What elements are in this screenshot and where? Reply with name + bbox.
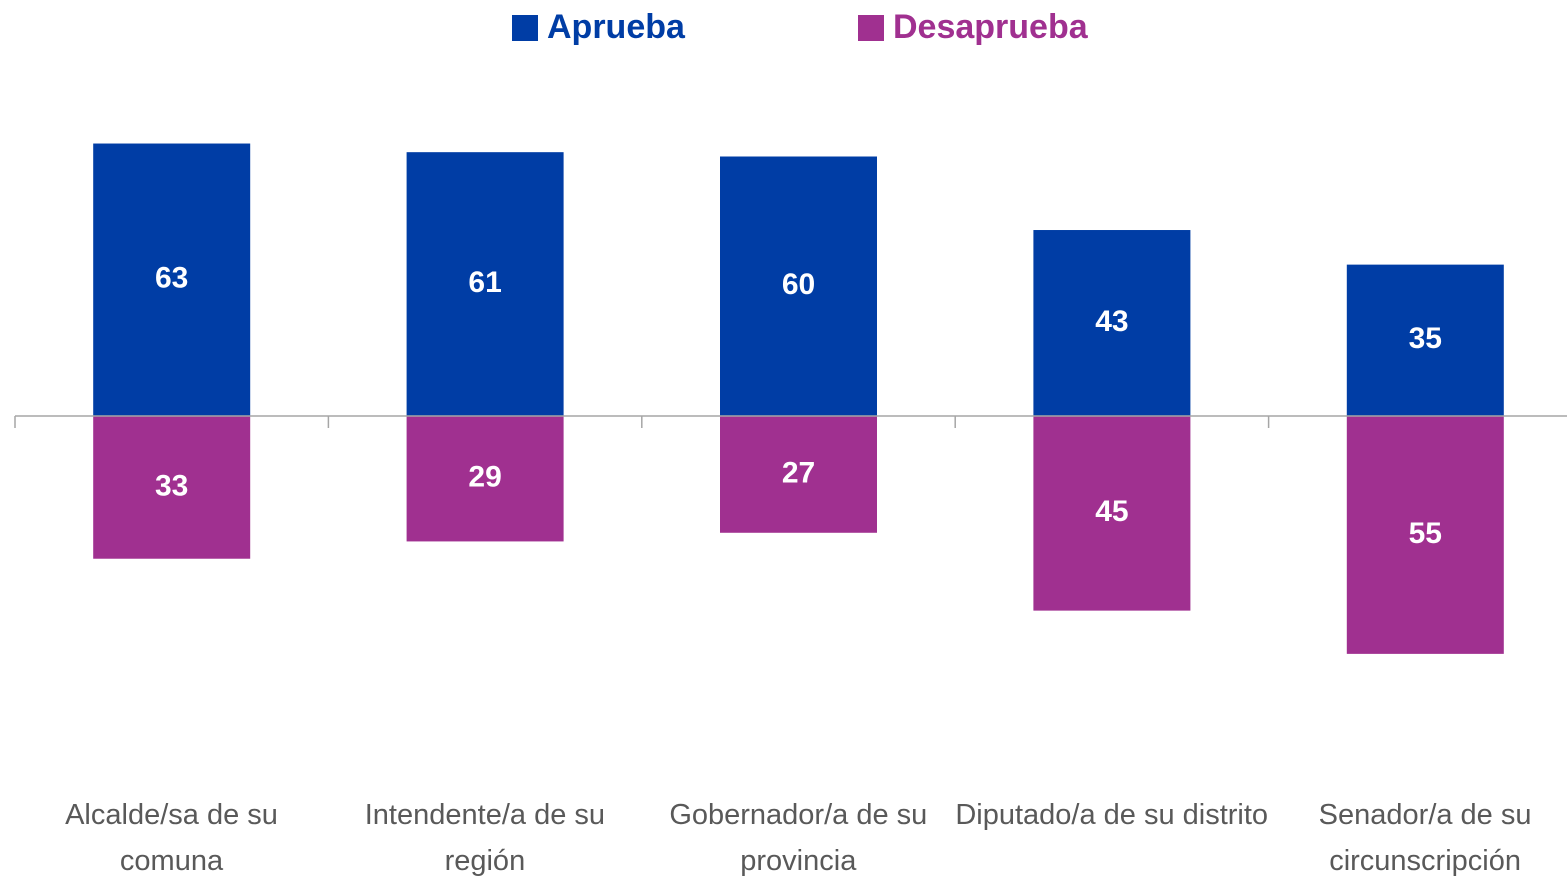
x-tick-label: Diputado/a de su distrito (955, 799, 1269, 831)
legend-swatch (858, 15, 884, 41)
bar (406, 152, 564, 417)
legend-label: Aprueba (547, 8, 686, 46)
bar (1033, 416, 1191, 611)
bar (93, 416, 251, 559)
x-tick-label: Senador/a de su circunscripción (1318, 799, 1532, 877)
bar (720, 156, 877, 416)
data-label: 35 (1409, 322, 1442, 355)
data-label: 55 (1409, 517, 1442, 550)
legend-swatch (512, 15, 538, 41)
bar (93, 143, 251, 416)
x-tick-label: Intendente/a de su región (364, 799, 606, 877)
bar (1346, 416, 1504, 654)
bar (406, 416, 564, 542)
data-label: 60 (782, 268, 815, 301)
data-label: 61 (468, 266, 501, 299)
data-label: 29 (468, 461, 501, 494)
data-label: 63 (155, 262, 188, 295)
legend-label: Desaprueba (893, 8, 1089, 46)
x-tick-label: Alcalde/sa de su comuna (65, 799, 278, 877)
bar (1033, 230, 1191, 416)
data-label: 45 (1095, 495, 1128, 528)
bar (720, 416, 877, 533)
x-tick-label: Gobernador/a de su provincia (669, 799, 928, 877)
data-label: 33 (155, 469, 188, 502)
data-label: 43 (1095, 305, 1128, 338)
bar (1346, 264, 1504, 416)
data-label: 27 (782, 456, 815, 489)
